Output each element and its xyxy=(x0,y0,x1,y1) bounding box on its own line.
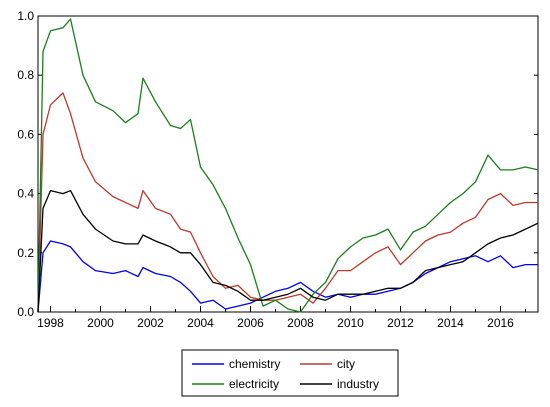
legend-box xyxy=(181,349,399,397)
series-line-industry xyxy=(37,189,539,313)
y-tick-label: 0.0 xyxy=(17,305,34,319)
y-tick-label: 1.0 xyxy=(17,9,34,23)
y-tick-label: 0.2 xyxy=(17,246,34,260)
x-tick-label: 2006 xyxy=(237,316,264,330)
legend: chemistry city electricity industry xyxy=(181,349,399,397)
x-tick-label: 2008 xyxy=(287,316,314,330)
x-tick-label: 2014 xyxy=(437,316,464,330)
legend-label-city: city xyxy=(337,357,355,371)
series-lines xyxy=(37,18,539,313)
y-axis: 0.0 0.2 0.4 0.6 0.8 1.0 xyxy=(17,9,538,319)
x-tick-label: 2002 xyxy=(137,316,164,330)
legend-label-electricity: electricity xyxy=(229,377,279,391)
plot-frame xyxy=(37,15,539,313)
x-tick-label: 2010 xyxy=(337,316,364,330)
x-tick-label: 2016 xyxy=(487,316,514,330)
series-line-chemistry xyxy=(37,240,538,313)
y-tick-label: 0.6 xyxy=(17,127,34,141)
x-tick-label: 1998 xyxy=(37,316,64,330)
y-tick-label: 0.4 xyxy=(17,187,34,201)
legend-label-chemistry: chemistry xyxy=(229,357,280,371)
legend-label-industry: industry xyxy=(337,377,379,391)
series-line-electricity xyxy=(37,18,539,313)
x-axis: 1998 2000 2002 2004 2006 2008 2010 2012 2014 2016 xyxy=(37,306,526,330)
y-tick-label: 0.8 xyxy=(17,68,34,82)
x-tick-label: 2000 xyxy=(87,316,114,330)
x-tick-label: 2004 xyxy=(187,316,214,330)
x-tick-label: 2012 xyxy=(387,316,414,330)
